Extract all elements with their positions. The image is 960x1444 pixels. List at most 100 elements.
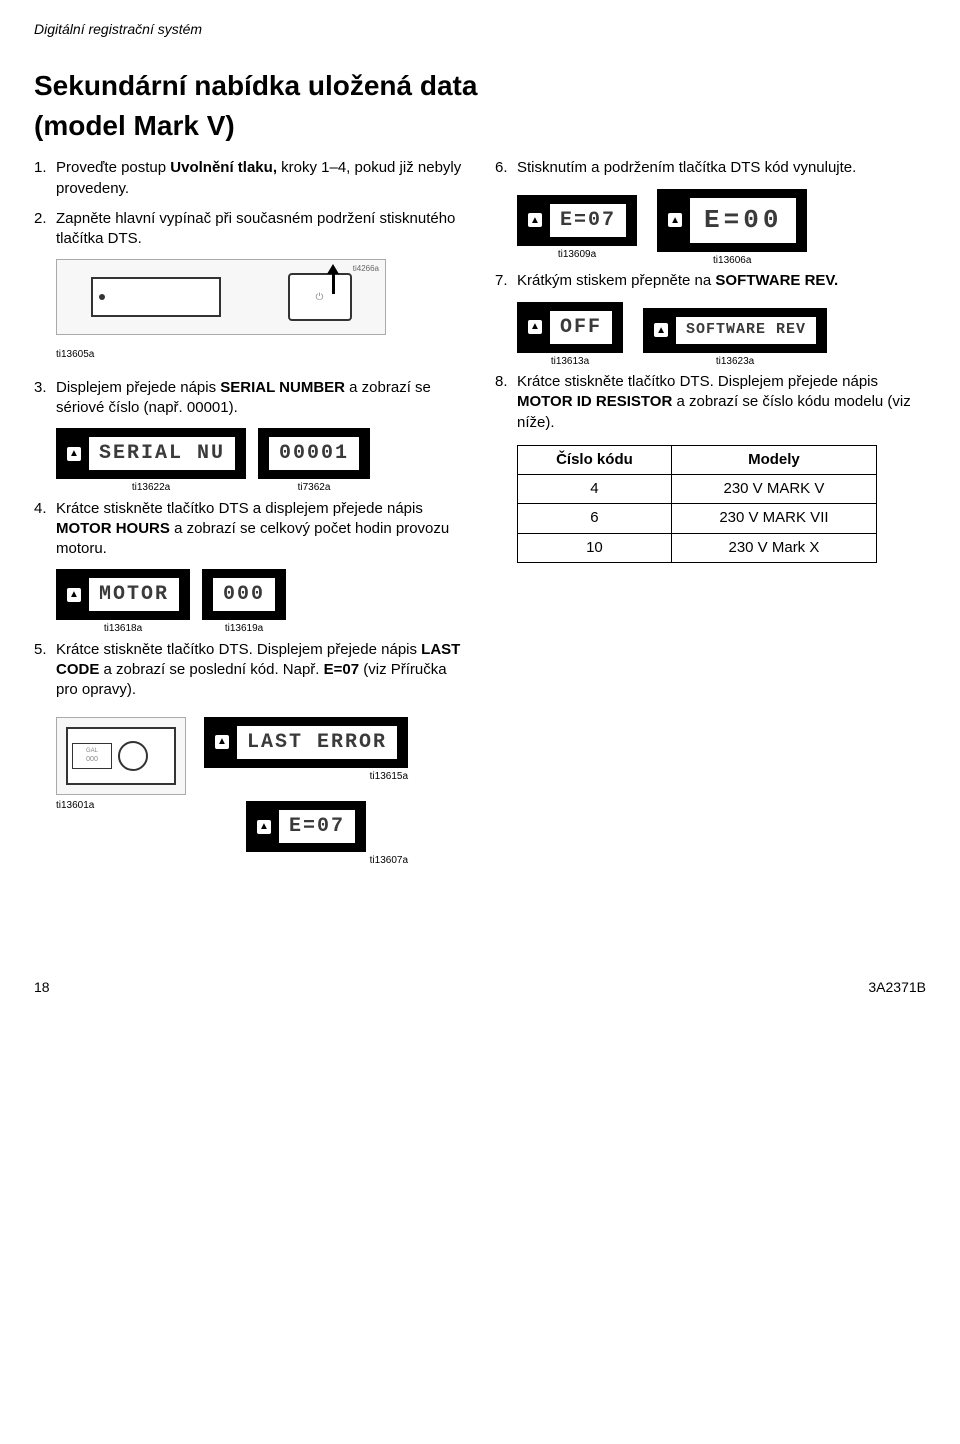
t: Krátce stiskněte tlačítko DTS. Displejem… — [517, 373, 878, 390]
page-footer: 18 3A2371B — [34, 978, 926, 997]
brand-icon: ▲ — [67, 447, 81, 461]
t-bold: MOTOR ID RESISTOR — [517, 393, 672, 410]
table-cell: 6 — [518, 504, 672, 533]
lcd-display: ▲ MOTOR — [56, 569, 190, 620]
lcd-text: MOTOR — [89, 578, 179, 611]
ti-label: ti13622a — [132, 481, 170, 495]
table-header: Číslo kódu — [518, 445, 672, 474]
lcd-display: ▲ LAST ERROR — [204, 717, 408, 768]
step-number: 7. — [495, 271, 517, 291]
step-text: Krátce stiskněte tlačítko DTS. Displejem… — [517, 372, 926, 433]
lcd-pair-software: ▲ OFF ti13613a ▲ SOFTWARE REV ti13623a — [517, 302, 926, 369]
step-number: 6. — [495, 158, 517, 178]
step-number: 3. — [34, 378, 56, 419]
brand-icon: ▲ — [654, 323, 668, 337]
running-header: Digitální registrační systém — [34, 20, 926, 39]
step-text: Krátkým stiskem přepněte na SOFTWARE REV… — [517, 271, 926, 291]
step-1: 1. Proveďte postup Uvolnění tlaku, kroky… — [34, 158, 465, 199]
table-row: 6 230 V MARK VII — [518, 504, 877, 533]
doc-number: 3A2371B — [868, 978, 926, 997]
table-cell: 4 — [518, 475, 672, 504]
step-8: 8. Krátce stiskněte tlačítko DTS. Disple… — [495, 372, 926, 433]
brand-icon: ▲ — [257, 820, 271, 834]
ti-label: ti13607a — [370, 854, 408, 868]
lcd-pair-reset: ▲ E=07 ti13609a ▲ E=00 ti13606a — [517, 189, 926, 268]
step-number: 8. — [495, 372, 517, 433]
ti-label: ti13613a — [551, 355, 589, 369]
step-number: 5. — [34, 640, 56, 701]
table-row: 4 230 V MARK V — [518, 475, 877, 504]
brand-icon: ▲ — [528, 213, 542, 227]
t-bold: Uvolnění tlaku, — [170, 159, 277, 176]
step-number: 4. — [34, 499, 56, 560]
right-column: 6. Stisknutím a podržením tlačítka DTS k… — [495, 158, 926, 867]
step-6: 6. Stisknutím a podržením tlačítka DTS k… — [495, 158, 926, 178]
ti-label: ti13606a — [713, 254, 751, 268]
lcd-text: 000 — [213, 578, 275, 611]
page-title: Sekundární nabídka uložená data — [34, 67, 926, 105]
ti-label: ti13618a — [104, 622, 142, 636]
t-bold: SOFTWARE REV. — [715, 272, 838, 289]
code-table: Číslo kódu Modely 4 230 V MARK V 6 230 V… — [517, 445, 877, 563]
table-cell: 10 — [518, 533, 672, 562]
t: Krátce stiskněte tlačítko DTS a displeje… — [56, 500, 423, 517]
t: Proveďte postup — [56, 159, 170, 176]
t: 000 — [86, 755, 98, 764]
page-number: 18 — [34, 978, 50, 997]
t-bold: MOTOR HOURS — [56, 520, 170, 537]
ti-label: ti7362a — [298, 481, 331, 495]
ti-label: ti13609a — [558, 248, 596, 262]
lcd-display: 000 — [202, 569, 286, 620]
t: GAL — [86, 747, 98, 755]
brand-icon: ▲ — [67, 588, 81, 602]
lcd-text: E=00 — [690, 198, 796, 243]
illustration-device: GAL000 — [56, 717, 186, 795]
step-text: Displejem přejede nápis SERIAL NUMBER a … — [56, 378, 465, 419]
lcd-display: ▲ SOFTWARE REV — [643, 308, 827, 352]
lcd-display: ▲ E=00 — [657, 189, 807, 252]
lcd-text: SERIAL NU — [89, 437, 235, 470]
t: Krátkým stiskem přepněte na — [517, 272, 715, 289]
brand-icon: ▲ — [668, 213, 682, 227]
step-text: Stisknutím a podržením tlačítka DTS kód … — [517, 158, 926, 178]
table-cell: 230 V Mark X — [671, 533, 876, 562]
ti-label: ti4266a — [353, 264, 379, 275]
table-row: 10 230 V Mark X — [518, 533, 877, 562]
lcd-text: E=07 — [279, 810, 355, 843]
step-text: Proveďte postup Uvolnění tlaku, kroky 1–… — [56, 158, 465, 199]
ti-label: ti13623a — [716, 355, 754, 369]
lcd-display: 00001 — [258, 428, 370, 479]
ti-label: ti13601a — [56, 799, 186, 813]
step-2: 2. Zapněte hlavní vypínač při současném … — [34, 209, 465, 250]
step-number: 1. — [34, 158, 56, 199]
step-7: 7. Krátkým stiskem přepněte na SOFTWARE … — [495, 271, 926, 291]
lcd-text: LAST ERROR — [237, 726, 397, 759]
step-text: Krátce stiskněte tlačítko DTS a displeje… — [56, 499, 465, 560]
table-header: Modely — [671, 445, 876, 474]
lcd-text: OFF — [550, 311, 612, 344]
lcd-display: ▲ E=07 — [517, 195, 637, 246]
ti-label: ti13605a — [56, 349, 94, 360]
lcd-text: SOFTWARE REV — [676, 317, 816, 343]
step-number: 2. — [34, 209, 56, 250]
left-column: 1. Proveďte postup Uvolnění tlaku, kroky… — [34, 158, 465, 867]
lcd-display: ▲ E=07 — [246, 801, 366, 852]
step-5: 5. Krátce stiskněte tlačítko DTS. Disple… — [34, 640, 465, 701]
t-bold: SERIAL NUMBER — [220, 379, 345, 396]
page-subtitle: (model Mark V) — [34, 107, 926, 145]
step-text: Zapněte hlavní vypínač při současném pod… — [56, 209, 465, 250]
lcd-pair-serial: ▲ SERIAL NU ti13622a 00001 ti7362a — [56, 428, 465, 495]
lcd-text: E=07 — [550, 204, 626, 237]
lcd-text: 00001 — [269, 437, 359, 470]
brand-icon: ▲ — [215, 735, 229, 749]
illustration-switch-on: ⏻ ti4266a — [56, 259, 386, 335]
table-cell: 230 V MARK V — [671, 475, 876, 504]
step-3: 3. Displejem přejede nápis SERIAL NUMBER… — [34, 378, 465, 419]
ti-label: ti13619a — [225, 622, 263, 636]
step-text: Krátce stiskněte tlačítko DTS. Displejem… — [56, 640, 465, 701]
lcd-pair-motor: ▲ MOTOR ti13618a 000 ti13619a — [56, 569, 465, 636]
t: Krátce stiskněte tlačítko DTS. Displejem… — [56, 641, 421, 658]
t: a zobrazí se poslední kód. Např. — [99, 661, 323, 678]
ti-label: ti13615a — [370, 770, 408, 784]
step-4: 4. Krátce stiskněte tlačítko DTS a displ… — [34, 499, 465, 560]
